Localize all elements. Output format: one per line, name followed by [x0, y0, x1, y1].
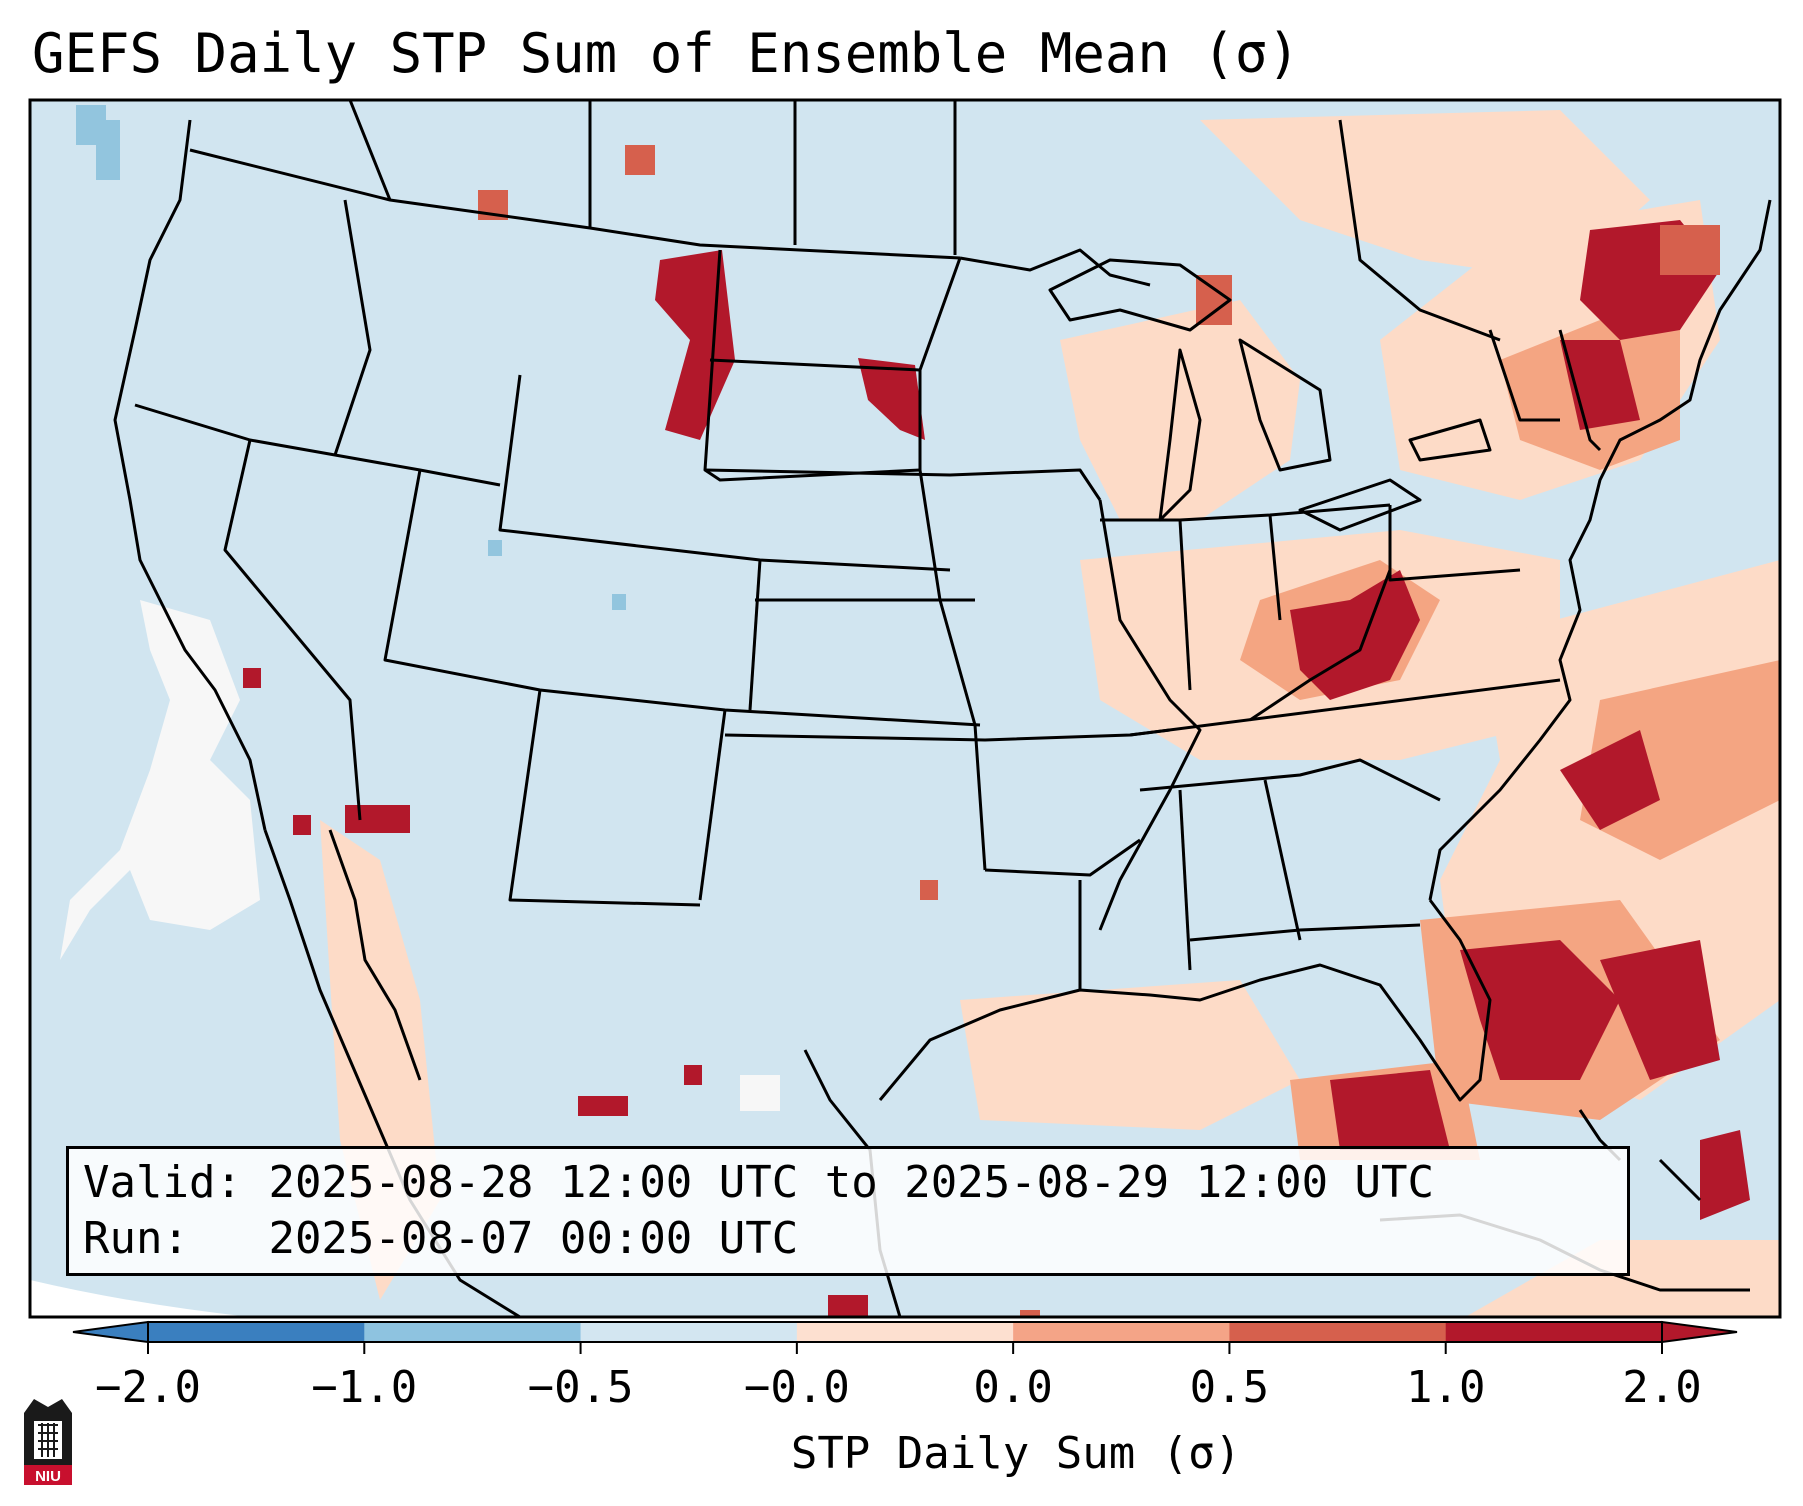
colorbar-tick-label: −0.5 [527, 1362, 634, 1413]
state-line [1268, 514, 1282, 621]
state-line [498, 374, 951, 572]
colorbar-tick-label: −2.0 [95, 1362, 201, 1413]
field-cell [828, 1295, 868, 1317]
field-cell [243, 668, 261, 688]
field-cell [612, 594, 626, 610]
state-line [918, 257, 987, 871]
colorbar-segment [148, 1322, 365, 1342]
field-cell [345, 805, 410, 833]
lake-superior [1048, 258, 1232, 332]
state-line [223, 439, 362, 821]
run-line: Run: 2025-08-07 00:00 UTC [83, 1211, 1627, 1267]
colorbar [72, 1320, 1738, 1354]
coastline [878, 899, 1492, 1102]
field-patch-strong [1700, 1130, 1750, 1220]
lake-ontario [1408, 418, 1492, 462]
state-line [1388, 505, 1521, 582]
field-cell [578, 1096, 628, 1116]
map-frame [28, 98, 1782, 1319]
field-patch-neutral [60, 600, 260, 960]
province-line [348, 100, 392, 201]
field-patch-strong [1560, 730, 1660, 830]
state-line [508, 689, 701, 907]
state-line [1098, 499, 1202, 931]
state-line [1178, 519, 1192, 691]
valid-line: Valid: 2025-08-28 12:00 UTC to 2025-08-2… [83, 1155, 1627, 1211]
colorbar-label: STP Daily Sum (σ) [790, 1428, 1242, 1479]
colorbar-segment [1229, 1322, 1447, 1342]
colorbar-tick-label: 0.0 [973, 1362, 1053, 1413]
field-patch-light [960, 980, 1300, 1130]
state-line [1178, 789, 1192, 971]
field-cell [625, 145, 655, 175]
field-cell [293, 815, 311, 835]
border-line [959, 248, 1151, 287]
state-line [698, 709, 727, 901]
lake-erie [1298, 478, 1422, 532]
colorbar-tick-label: −1.0 [311, 1362, 418, 1413]
field-patch-strong [1330, 1070, 1450, 1150]
state-line [1100, 503, 1391, 522]
colorbar-segment [580, 1322, 798, 1342]
valid-label: Valid: [83, 1157, 242, 1208]
colorbar-segment [796, 1322, 1014, 1342]
colorbar-tick-label: 2.0 [1622, 1362, 1702, 1413]
state-line [709, 358, 921, 372]
coastline-bahamas [1658, 1158, 1702, 1202]
coastline [328, 829, 422, 1081]
state-line [1139, 758, 1441, 802]
colorbar-frame [147, 1321, 1663, 1343]
state-line [704, 468, 1102, 501]
field-cell [1020, 1310, 1040, 1317]
state-line [984, 838, 1141, 877]
state-line [1558, 329, 1602, 452]
state-line [748, 559, 762, 711]
province-line [1338, 119, 1501, 342]
coastline [1428, 199, 1772, 901]
field-patch-strong [1460, 940, 1620, 1080]
niu-logo-icon: NIU [24, 1399, 72, 1485]
run-label: Run: [83, 1213, 189, 1264]
state-line [1249, 569, 1392, 722]
colorbar-segment [1013, 1322, 1230, 1342]
colorbar-tick-label: 0.5 [1189, 1362, 1270, 1413]
run-value: 2025-08-07 00:00 UTC [268, 1213, 799, 1264]
colorbar-tick-label: 1.0 [1405, 1362, 1486, 1413]
lake-huron [1238, 338, 1332, 472]
valid-value: 2025-08-28 12:00 UTC to 2025-08-29 12:00… [268, 1157, 1435, 1208]
chart-title: GEFS Daily STP Sum of Ensemble Mean (σ) [32, 22, 1300, 85]
colorbar-tick-label: −0.0 [743, 1362, 850, 1413]
lake-michigan [1158, 348, 1202, 522]
field-cell [684, 1065, 702, 1085]
logo-text: NIU [35, 1468, 61, 1485]
coastline [113, 119, 267, 831]
field-patch-light [1060, 300, 1300, 520]
state-line [1189, 923, 1421, 942]
colorbar-extend-min [72, 1320, 149, 1344]
state-line [333, 199, 372, 456]
field-cell [1196, 275, 1232, 325]
colorbar-extend-max [1661, 1320, 1738, 1344]
field-patch-neutral [740, 1075, 780, 1111]
map-boundaries [113, 100, 1772, 1317]
map-panel [30, 100, 1780, 1317]
colorbar-segment [1445, 1322, 1663, 1342]
projection-edge [30, 1280, 251, 1317]
state-line [1488, 329, 1560, 422]
info-box: Valid: 2025-08-28 12:00 UTC to 2025-08-2… [66, 1146, 1630, 1276]
field-patch-strong [1290, 570, 1420, 700]
field-patch-strong [1600, 940, 1720, 1080]
field-cell [488, 540, 502, 556]
field-patch-strong [655, 250, 735, 440]
state-line [1263, 779, 1302, 941]
field-cell [1660, 225, 1720, 275]
field-patch-strong [858, 358, 925, 440]
colorbar-segment [364, 1322, 582, 1342]
field-cell [920, 880, 938, 900]
field-cell [96, 120, 120, 180]
state-line [1129, 678, 1561, 737]
